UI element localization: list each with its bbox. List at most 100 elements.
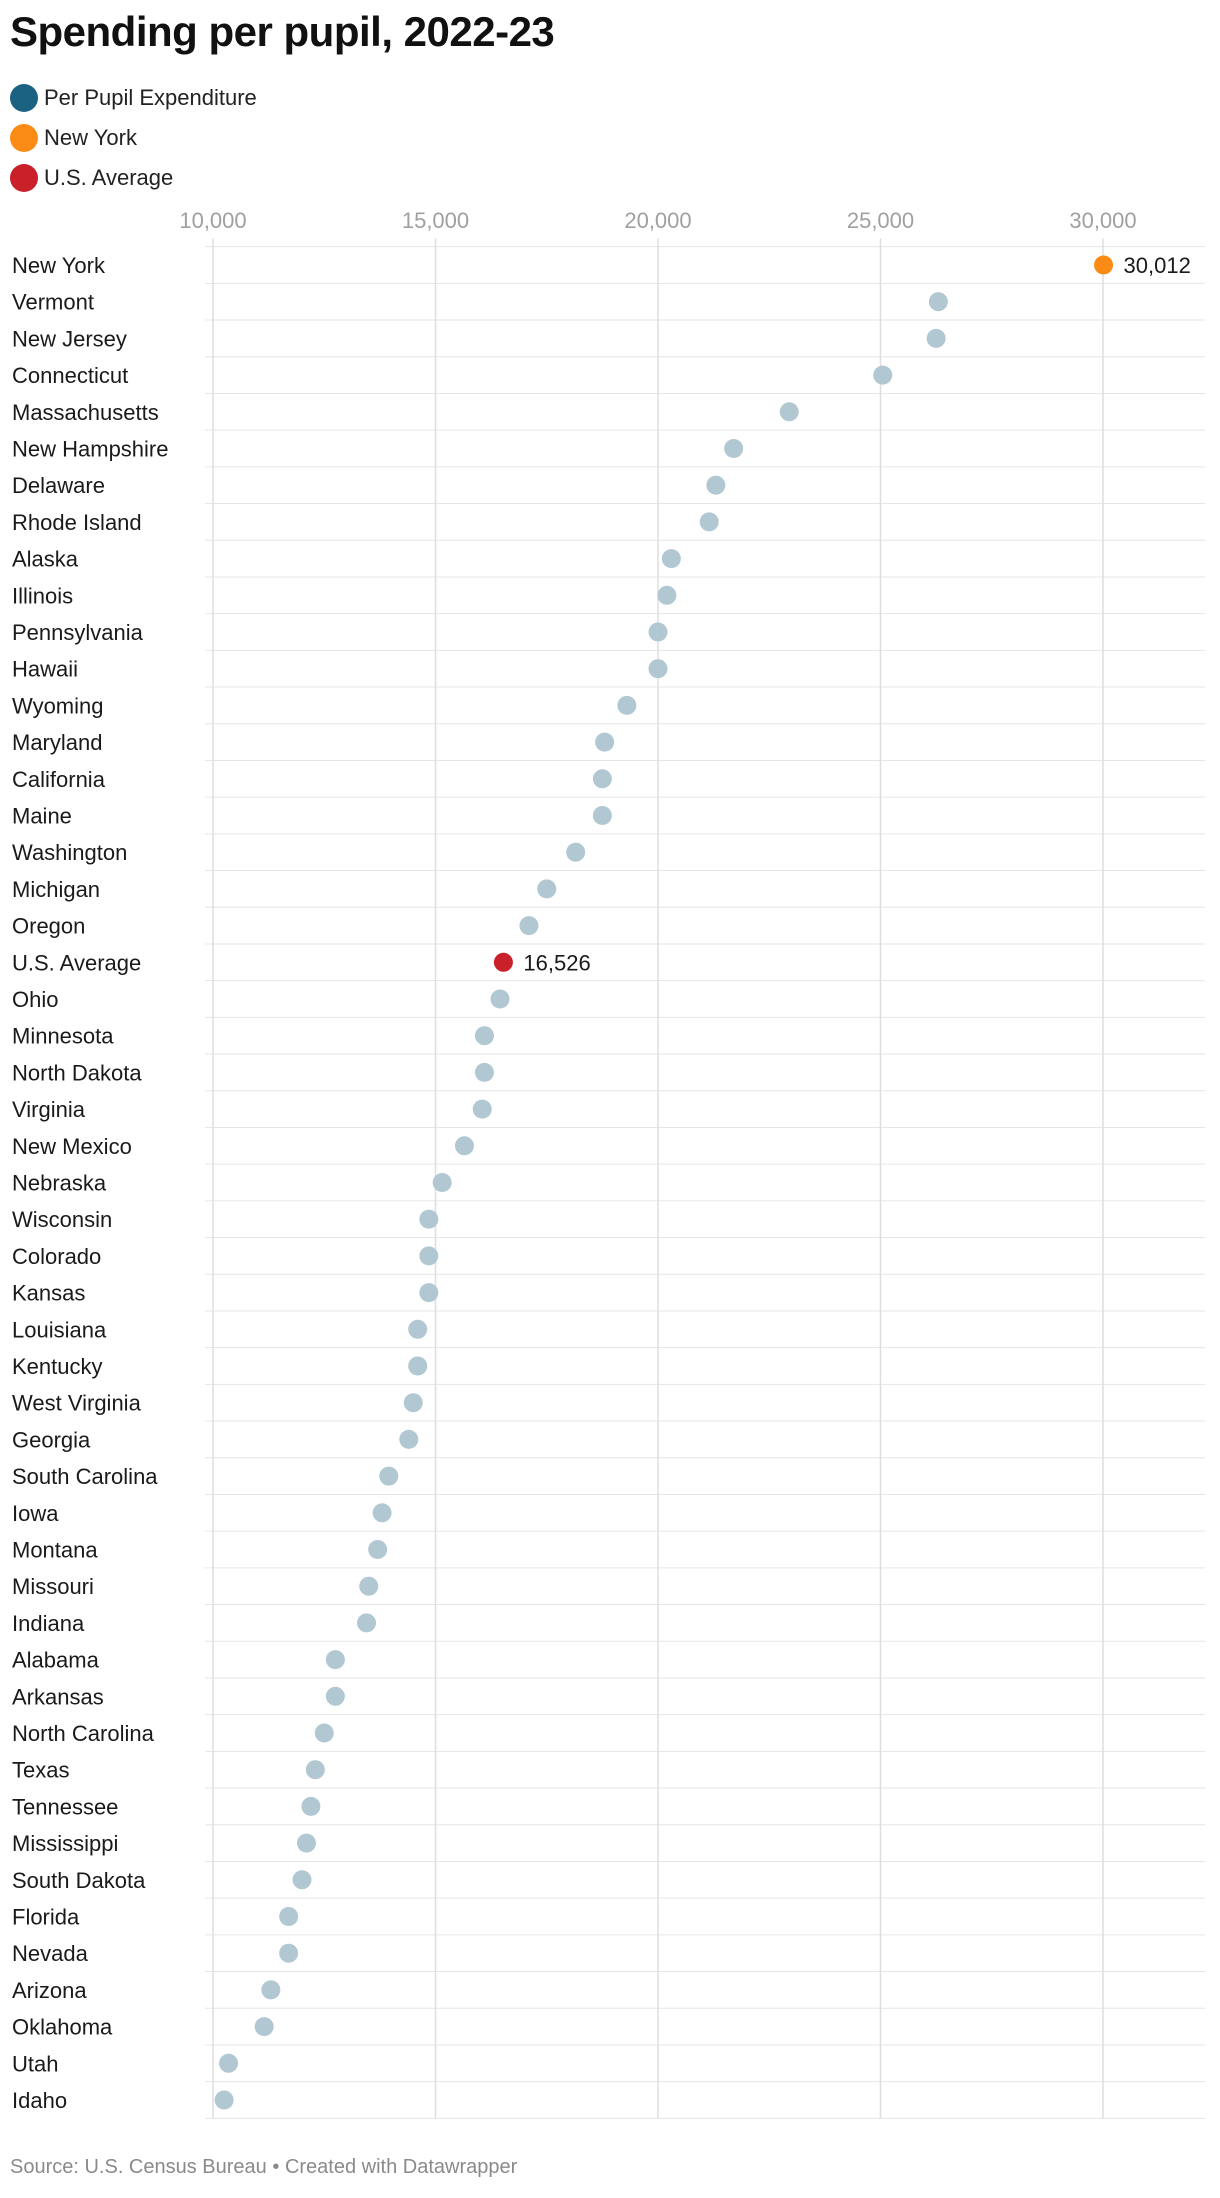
data-point — [474, 1026, 494, 1046]
legend-swatch-us-average — [10, 164, 38, 192]
footer-separator: • — [272, 2156, 280, 2178]
data-point — [419, 1246, 439, 1266]
row-label: Michigan — [12, 877, 100, 902]
row-label: New Mexico — [12, 1134, 132, 1159]
data-point — [699, 512, 719, 532]
data-value-label: 30,012 — [1124, 253, 1191, 278]
data-point — [279, 1943, 299, 1963]
data-point — [537, 879, 557, 899]
data-point — [305, 1760, 325, 1780]
data-point — [296, 1833, 316, 1853]
data-point — [617, 695, 637, 715]
row-label: Montana — [12, 1538, 98, 1563]
data-point — [379, 1466, 399, 1486]
row-label: Louisiana — [12, 1317, 107, 1342]
row-label: South Carolina — [12, 1464, 158, 1489]
legend-swatch-new-york — [10, 124, 38, 152]
data-point — [408, 1356, 428, 1376]
data-point — [399, 1429, 419, 1449]
row-label: Florida — [12, 1905, 80, 1930]
row-label: Illinois — [12, 583, 73, 608]
x-tick-label: 20,000 — [624, 208, 691, 233]
row-grid-lines — [205, 246, 1205, 2119]
legend-label-new-york: New York — [44, 125, 137, 150]
row-label: Nebraska — [12, 1171, 107, 1196]
data-point — [432, 1173, 452, 1192]
row-label: Maryland — [12, 730, 102, 755]
row-label: Kansas — [12, 1281, 85, 1306]
row-label: Vermont — [12, 290, 94, 315]
row-label: Hawaii — [12, 657, 78, 682]
data-value-label: 16,526 — [523, 950, 590, 975]
data-point — [254, 2017, 274, 2037]
data-point — [926, 328, 946, 348]
row-label: North Dakota — [12, 1060, 142, 1085]
row-label: New Hampshire — [12, 437, 169, 462]
row-label: Arizona — [12, 1978, 87, 2003]
source-text: Source: U.S. Census Bureau — [10, 2156, 267, 2178]
row-label: Rhode Island — [12, 510, 142, 535]
data-point — [292, 1870, 312, 1890]
row-label: Maine — [12, 804, 72, 829]
data-rows: New York 30,012 Vermont New Jersey Connectic… — [12, 253, 1191, 2113]
credit-text: Created with Datawrapper — [284, 2156, 518, 2178]
row-label: Idaho — [12, 2088, 67, 2113]
row-label: Washington — [12, 840, 127, 865]
data-point — [490, 989, 510, 1009]
row-label: Tennessee — [12, 1794, 118, 1819]
data-point — [648, 622, 668, 642]
data-point — [566, 842, 586, 862]
data-point — [472, 1099, 492, 1119]
data-point — [325, 1686, 345, 1706]
data-point — [419, 1283, 439, 1303]
data-point — [873, 365, 893, 385]
row-label: Nevada — [12, 1941, 89, 1966]
legend-swatch-per-pupil — [10, 84, 38, 112]
data-point — [372, 1503, 392, 1523]
data-point — [357, 1613, 377, 1633]
data-point — [928, 292, 948, 312]
row-label: Ohio — [12, 987, 58, 1012]
data-point — [592, 806, 612, 825]
dot-plot-chart: 10,000 15,000 20,000 25,000 30,000 New York 30… — [12, 208, 1205, 2119]
x-tick-label: 30,000 — [1069, 208, 1136, 233]
row-label: California — [12, 767, 106, 792]
x-tick-label: 15,000 — [402, 208, 469, 233]
row-label: North Carolina — [12, 1721, 155, 1746]
row-label: New York — [12, 253, 106, 278]
legend-item-per-pupil: Per Pupil Expenditure — [10, 78, 257, 118]
row-label: Utah — [12, 2051, 58, 2076]
row-label: Wyoming — [12, 693, 104, 718]
data-point — [403, 1393, 423, 1413]
data-point — [661, 549, 681, 569]
data-point — [219, 2053, 239, 2073]
legend: Per Pupil Expenditure New York U.S. Aver… — [10, 78, 257, 198]
data-point — [706, 475, 726, 495]
data-point — [657, 585, 677, 605]
legend-item-new-york: New York — [10, 118, 257, 158]
row-label: Texas — [12, 1758, 69, 1783]
row-label: Delaware — [12, 473, 105, 498]
data-point — [648, 659, 668, 679]
legend-label-per-pupil: Per Pupil Expenditure — [44, 85, 257, 110]
data-point — [779, 402, 799, 422]
row-label: Wisconsin — [12, 1207, 112, 1232]
data-point — [474, 1062, 494, 1082]
data-point — [325, 1650, 345, 1670]
row-label: Indiana — [12, 1611, 85, 1636]
data-point — [454, 1136, 474, 1156]
data-point-highlight — [1094, 255, 1114, 275]
data-point — [261, 1980, 281, 2000]
row-label: Minnesota — [12, 1024, 114, 1049]
data-point-highlight — [493, 952, 513, 972]
data-point — [519, 916, 539, 936]
chart-title: Spending per pupil, 2022-23 — [10, 8, 555, 55]
footer: Source: U.S. Census Bureau • Created wit… — [10, 2156, 517, 2179]
data-point — [592, 769, 612, 789]
row-label: Iowa — [12, 1501, 59, 1526]
row-label: Colorado — [12, 1244, 101, 1269]
row-label: Arkansas — [12, 1684, 104, 1709]
row-label: West Virginia — [12, 1391, 142, 1416]
row-label: Alabama — [12, 1648, 100, 1673]
row-label: Massachusetts — [12, 400, 159, 425]
